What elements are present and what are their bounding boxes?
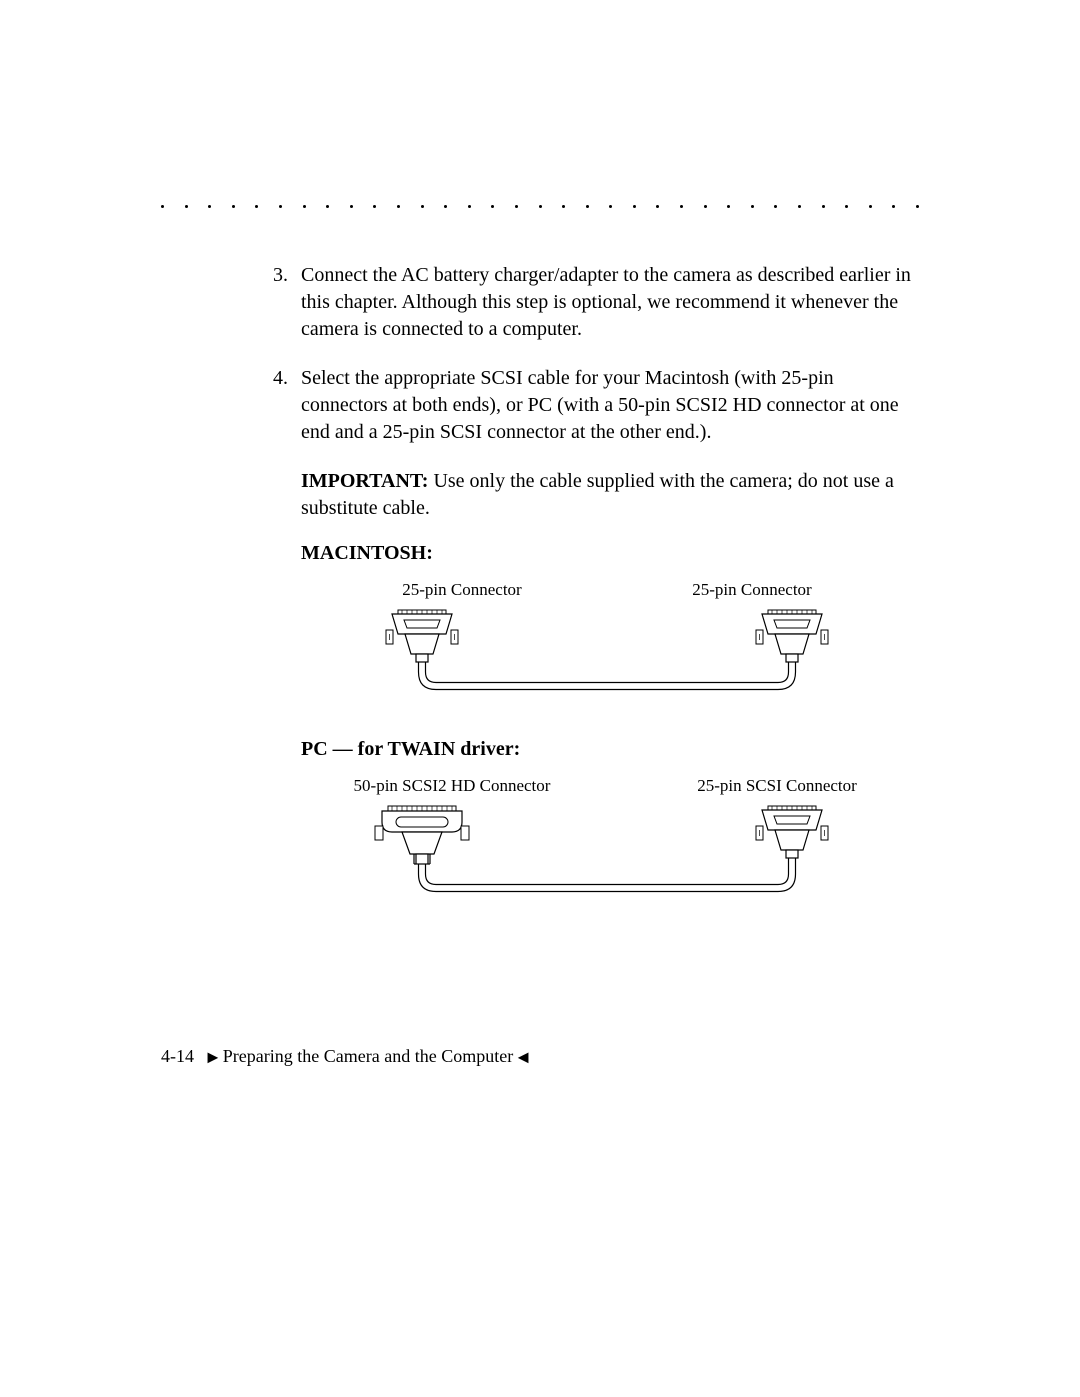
mac-right-label: 25-pin Connector bbox=[662, 579, 842, 602]
list-text: Select the appropriate SCSI cable for yo… bbox=[301, 365, 913, 446]
dotted-rule bbox=[161, 205, 919, 208]
pc-cable-svg bbox=[327, 804, 887, 914]
important-note: IMPORTANT: Use only the cable supplied w… bbox=[301, 468, 913, 522]
mac-heading: MACINTOSH: bbox=[301, 540, 913, 567]
pc-right-label: 25-pin SCSI Connector bbox=[677, 775, 877, 798]
mac-left-label: 25-pin Connector bbox=[372, 579, 552, 602]
page-footer: 4-14 ▶ Preparing the Camera and the Comp… bbox=[161, 1046, 528, 1067]
mac-cable-svg bbox=[327, 608, 887, 708]
pc-labels: 50-pin SCSI2 HD Connector 25-pin SCSI Co… bbox=[337, 775, 877, 798]
list-item-3: 3. Connect the AC battery charger/adapte… bbox=[273, 262, 913, 343]
list-number: 3. bbox=[273, 262, 301, 343]
mac-heading-text: MACINTOSH bbox=[301, 542, 426, 564]
pc-cable-diagram: 50-pin SCSI2 HD Connector 25-pin SCSI Co… bbox=[301, 775, 913, 914]
mac-labels: 25-pin Connector 25-pin Connector bbox=[372, 579, 842, 602]
page-number: 4-14 bbox=[161, 1046, 194, 1066]
list-item-4: 4. Select the appropriate SCSI cable for… bbox=[273, 365, 913, 446]
list-number: 4. bbox=[273, 365, 301, 446]
list-text: Connect the AC battery charger/adapter t… bbox=[301, 262, 913, 343]
triangle-left-icon: ◀ bbox=[518, 1050, 529, 1065]
important-label: IMPORTANT: bbox=[301, 470, 428, 492]
pc-heading: PC — for TWAIN driver: bbox=[301, 736, 913, 763]
pc-left-label: 50-pin SCSI2 HD Connector bbox=[337, 775, 567, 798]
pc-heading-text: PC — for TWAIN driver bbox=[301, 738, 514, 760]
chapter-title: Preparing the Camera and the Computer bbox=[223, 1046, 513, 1066]
page: 3. Connect the AC battery charger/adapte… bbox=[0, 0, 1080, 1397]
mac-cable-diagram: 25-pin Connector 25-pin Connector bbox=[301, 579, 913, 708]
triangle-right-icon: ▶ bbox=[208, 1050, 219, 1065]
body-content: 3. Connect the AC battery charger/adapte… bbox=[273, 262, 913, 942]
